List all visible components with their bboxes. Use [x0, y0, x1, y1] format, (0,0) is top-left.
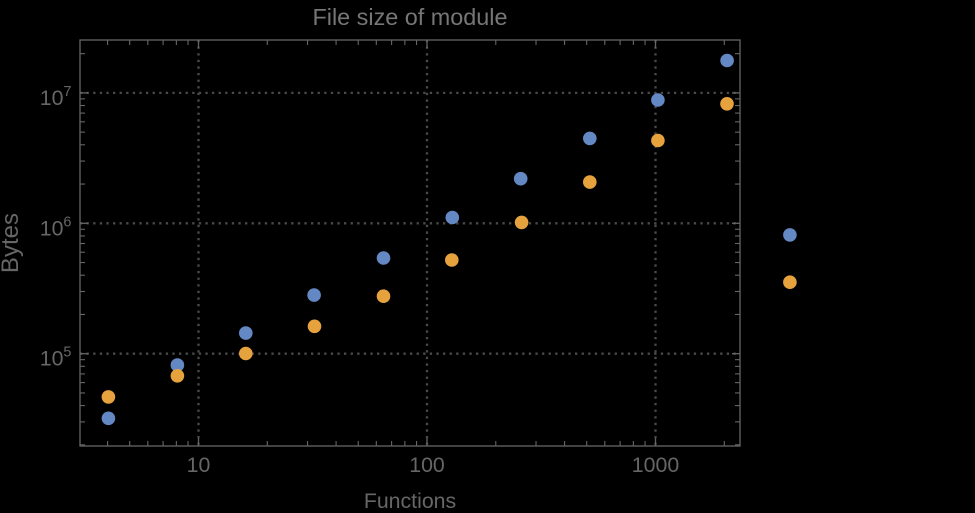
svg-text:Bytes: Bytes	[0, 213, 24, 273]
svg-text:1000: 1000	[632, 453, 680, 477]
svg-text:Functions: Functions	[364, 489, 456, 513]
svg-text:100: 100	[409, 453, 445, 477]
svg-text:10: 10	[187, 453, 211, 477]
svg-text:File size of module: File size of module	[312, 4, 507, 30]
